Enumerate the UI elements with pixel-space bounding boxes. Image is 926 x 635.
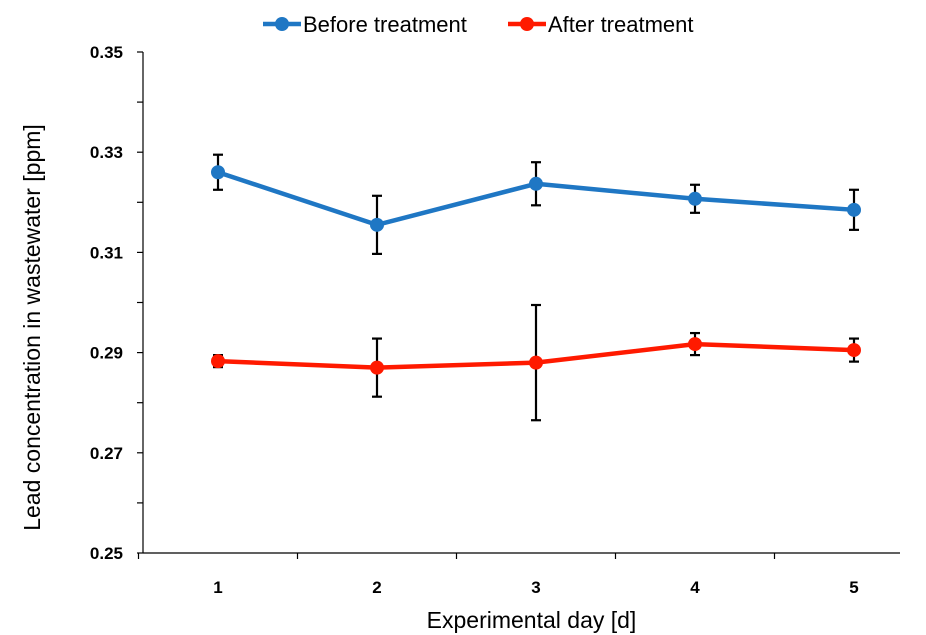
series-before-treatment [211,153,861,256]
data-point [529,355,543,370]
series-after-treatment [211,303,861,422]
data-point [370,360,384,375]
x-tick-label: 3 [531,578,540,597]
y-tick-label: 0.33 [90,143,123,162]
data-point [688,337,702,352]
x-tick-label: 4 [690,578,700,597]
y-tick-label: 0.29 [90,344,123,363]
y-ticks: 0.25 0.27 0.29 0.31 0.33 0.35 [90,43,143,563]
series-layer [211,153,861,422]
x-tick-label: 5 [849,578,858,597]
x-ticks: 1 2 3 4 5 [137,553,859,597]
data-point [211,165,225,180]
legend-item: Before treatment [263,12,467,37]
legend-swatch-marker [275,17,289,31]
y-tick-label: 0.27 [90,444,123,463]
legend: Before treatment After treatment [263,12,694,37]
legend-label: After treatment [548,12,694,37]
data-point [847,343,861,358]
legend-swatch-marker [520,17,534,31]
data-point [847,202,861,217]
y-tick-label: 0.35 [90,43,123,62]
data-point [211,354,225,369]
x-tick-label: 1 [213,578,222,597]
data-point [370,217,384,232]
axes [142,52,900,554]
data-point [529,176,543,191]
y-axis-title: Lead concentration in wastewater [ppm] [19,124,45,531]
data-point [688,191,702,206]
y-tick-label: 0.31 [90,243,123,262]
legend-label: Before treatment [303,12,467,37]
x-tick-label: 2 [372,578,381,597]
x-axis-title: Experimental day [d] [427,607,637,633]
legend-item: After treatment [508,12,694,37]
y-tick-label: 0.25 [90,544,123,563]
